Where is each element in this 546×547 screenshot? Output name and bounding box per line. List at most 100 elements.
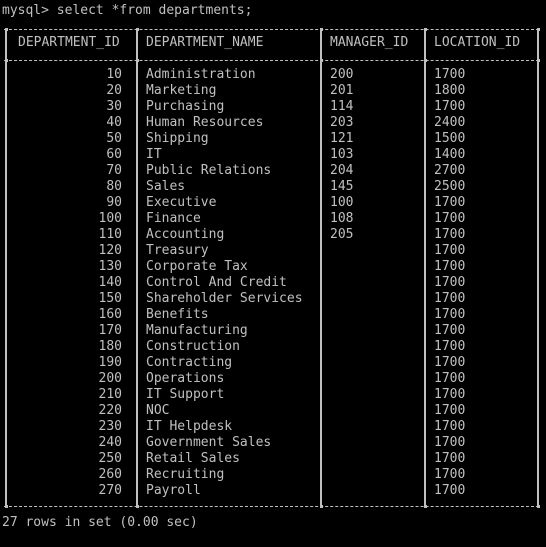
cell-department-name: IT Helpdesk <box>146 419 233 434</box>
cell-manager-id: 121 <box>330 131 354 146</box>
table-row: 110 Accounting 205 1700 <box>0 227 546 243</box>
cell-location-id: 1700 <box>434 419 466 434</box>
cell-department-name: Manufacturing <box>146 323 248 338</box>
border-corner <box>320 59 323 62</box>
cell-department-id: 20 <box>106 83 122 98</box>
table-bottom-border <box>4 506 539 507</box>
cell-department-id: 220 <box>98 403 122 418</box>
cell-department-name: Marketing <box>146 83 217 98</box>
cell-department-id: 200 <box>98 371 122 386</box>
cell-department-name: Shipping <box>146 131 209 146</box>
cell-manager-id: 203 <box>330 115 354 130</box>
cell-department-id: 50 <box>106 131 122 146</box>
cell-department-name: Benefits <box>146 307 209 322</box>
cell-department-id: 190 <box>98 355 122 370</box>
table-row: 70 Public Relations 204 2700 <box>0 163 546 179</box>
border-corner <box>136 59 139 62</box>
table-header-row: DEPARTMENT_ID DEPARTMENT_NAME MANAGER_ID… <box>0 35 546 51</box>
cell-department-id: 210 <box>98 387 122 402</box>
border-corner <box>537 28 540 31</box>
table-row: 200 Operations 1700 <box>0 371 546 387</box>
cell-department-id: 60 <box>106 147 122 162</box>
cell-manager-id: 205 <box>330 227 354 242</box>
cell-department-name: Finance <box>146 211 201 226</box>
border-corner <box>5 505 8 508</box>
cell-location-id: 1700 <box>434 339 466 354</box>
table-row: 10 Administration 200 1700 <box>0 67 546 83</box>
cell-department-id: 40 <box>106 115 122 130</box>
cell-location-id: 1700 <box>434 211 466 226</box>
cell-department-id: 260 <box>98 467 122 482</box>
table-row: 30 Purchasing 114 1700 <box>0 99 546 115</box>
table-row: 240 Government Sales 1700 <box>0 435 546 451</box>
cell-location-id: 1700 <box>434 307 466 322</box>
cell-location-id: 1700 <box>434 67 466 82</box>
cell-department-id: 10 <box>106 67 122 82</box>
column-divider <box>320 30 322 506</box>
column-header-location-id: LOCATION_ID <box>434 35 521 50</box>
column-divider <box>537 30 539 506</box>
cell-location-id: 2700 <box>434 163 466 178</box>
cell-department-name: Corporate Tax <box>146 259 248 274</box>
table-row: 170 Manufacturing 1700 <box>0 323 546 339</box>
cell-department-id: 120 <box>98 243 122 258</box>
cell-department-name: Public Relations <box>146 163 272 178</box>
cell-department-name: Contracting <box>146 355 233 370</box>
cell-department-name: Control And Credit <box>146 275 287 290</box>
cell-department-name: Administration <box>146 67 256 82</box>
cell-location-id: 1700 <box>434 275 466 290</box>
table-row: 190 Contracting 1700 <box>0 355 546 371</box>
cell-location-id: 1700 <box>434 467 466 482</box>
table-row: 90 Executive 100 1700 <box>0 195 546 211</box>
table-row: 140 Control And Credit 1700 <box>0 275 546 291</box>
table-row: 130 Corporate Tax 1700 <box>0 259 546 275</box>
cell-department-id: 150 <box>98 291 122 306</box>
cell-location-id: 1700 <box>434 387 466 402</box>
cell-department-name: Shareholder Services <box>146 291 303 306</box>
table-row: 220 NOC 1700 <box>0 403 546 419</box>
cell-department-name: NOC <box>146 403 170 418</box>
table-row: 120 Treasury 1700 <box>0 243 546 259</box>
cell-department-name: IT Support <box>146 387 225 402</box>
table-row: 20 Marketing 201 1800 <box>0 83 546 99</box>
cell-location-id: 1800 <box>434 83 466 98</box>
border-corner <box>424 505 427 508</box>
cell-department-id: 130 <box>98 259 122 274</box>
border-corner <box>5 59 8 62</box>
cell-department-id: 230 <box>98 419 122 434</box>
cell-department-name: Operations <box>146 371 225 386</box>
border-corner <box>320 505 323 508</box>
cell-location-id: 1700 <box>434 259 466 274</box>
cell-department-id: 110 <box>98 227 122 242</box>
table-row: 230 IT Helpdesk 1700 <box>0 419 546 435</box>
cell-department-id: 80 <box>106 179 122 194</box>
border-corner <box>424 28 427 31</box>
cell-department-name: Executive <box>146 195 217 210</box>
table-row: 80 Sales 145 2500 <box>0 179 546 195</box>
cell-department-id: 30 <box>106 99 122 114</box>
table-row: 260 Recruiting 1700 <box>0 467 546 483</box>
table-top-border <box>4 29 539 30</box>
result-status-line: 27 rows in set (0.00 sec) <box>2 515 198 530</box>
table-row: 100 Finance 108 1700 <box>0 211 546 227</box>
cell-department-name: IT <box>146 147 162 162</box>
border-corner <box>136 505 139 508</box>
cell-department-id: 270 <box>98 483 122 498</box>
cell-department-id: 240 <box>98 435 122 450</box>
column-divider <box>136 30 138 506</box>
border-corner <box>320 28 323 31</box>
cell-location-id: 1700 <box>434 227 466 242</box>
cell-department-name: Treasury <box>146 243 209 258</box>
cell-manager-id: 100 <box>330 195 354 210</box>
cell-department-id: 90 <box>106 195 122 210</box>
cell-location-id: 1700 <box>434 243 466 258</box>
cell-location-id: 1700 <box>434 403 466 418</box>
cell-department-name: Government Sales <box>146 435 272 450</box>
table-row: 60 IT 103 1400 <box>0 147 546 163</box>
column-header-department-name: DEPARTMENT_NAME <box>146 35 264 50</box>
cell-department-id: 160 <box>98 307 122 322</box>
cell-department-id: 140 <box>98 275 122 290</box>
column-header-manager-id: MANAGER_ID <box>330 35 409 50</box>
table-row: 270 Payroll 1700 <box>0 483 546 499</box>
